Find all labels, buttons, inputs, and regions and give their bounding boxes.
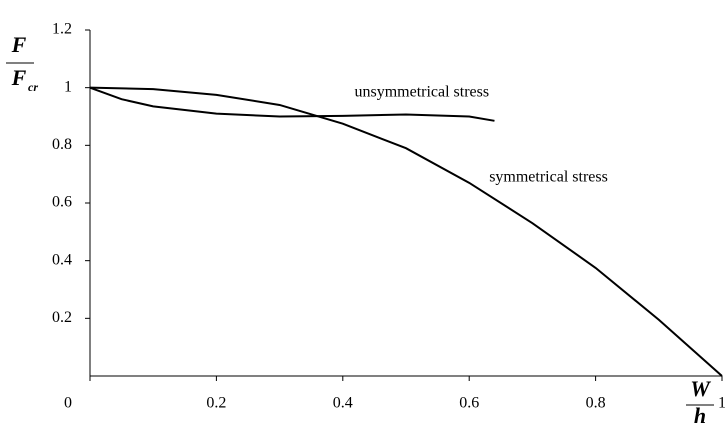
y-tick-label: 0.2 — [52, 309, 72, 326]
x-tick-label: 1 — [718, 395, 725, 412]
y-label-numerator: F — [11, 32, 27, 57]
x-tick-label: 0.6 — [459, 395, 479, 412]
y-label-subscript: cr — [28, 80, 38, 94]
data-line — [89, 86, 723, 377]
y-tick-label: 0.6 — [52, 194, 72, 211]
x-tick-label: 0 — [64, 395, 72, 412]
x-label-denominator: h — [694, 403, 706, 428]
x-tick-label: 0.2 — [206, 395, 226, 412]
data-line — [89, 86, 495, 122]
series-label: symmetrical stress — [489, 168, 608, 185]
y-tick-label: 0.8 — [52, 136, 72, 153]
x-label-numerator: W — [690, 376, 711, 401]
y-label-denominator: F — [11, 65, 27, 90]
x-tick-label: 0.4 — [333, 395, 353, 412]
y-tick-label: 1 — [64, 78, 72, 95]
series-label: unsymmetrical stress — [354, 83, 489, 100]
y-tick-label: 1.2 — [52, 21, 72, 38]
x-tick-label: 0.8 — [586, 395, 606, 412]
y-tick-label: 0.4 — [52, 251, 72, 268]
